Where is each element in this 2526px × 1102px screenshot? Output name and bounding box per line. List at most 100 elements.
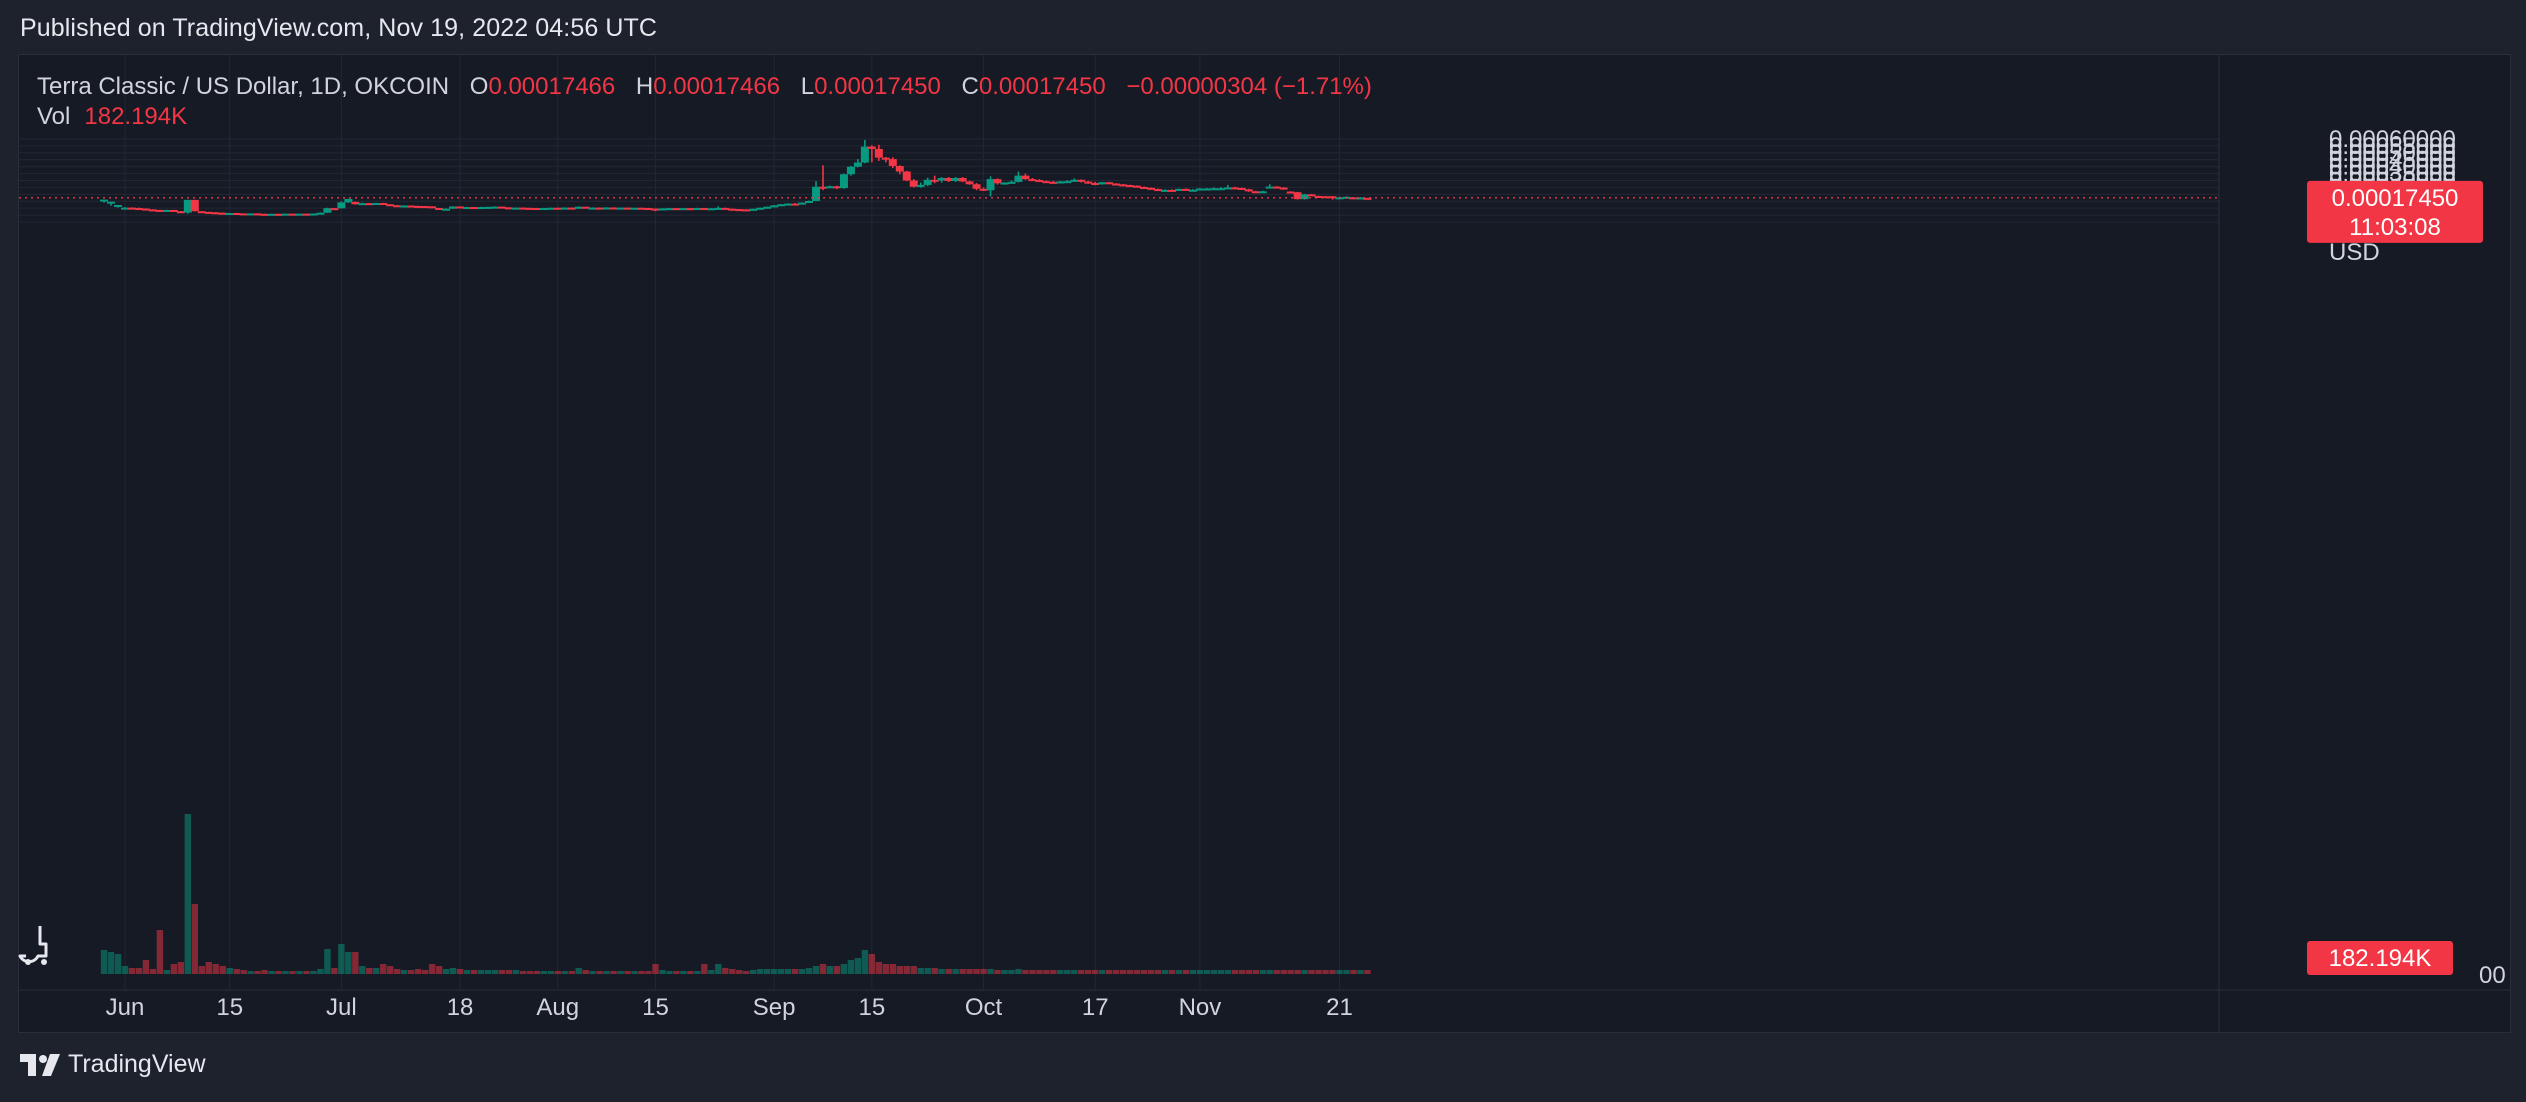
volume-bar [107,952,115,974]
volume-bar [282,971,289,974]
volume-bar [1140,970,1148,974]
volume-bar [1147,970,1155,974]
x-tick-label: Jul [326,994,357,1021]
candle-body [351,201,360,205]
candle-body [470,207,478,210]
candle-body [1014,175,1023,182]
volume-bar [407,970,415,974]
volume-bar [826,966,834,974]
published-caption: Published on TradingView.com, Nov 19, 20… [20,14,658,42]
candle-body [560,207,569,210]
candle-body [721,207,730,210]
volume-bar [1329,970,1336,974]
volume-bar [1259,970,1266,974]
chart-legend: Terra Classic / US Dollar, 1D, OKCOIN O0… [37,70,1372,104]
volume-bar [1126,970,1134,974]
volume-bar [1029,970,1036,974]
footer-brand[interactable]: TradingView [20,1050,206,1079]
volume-bar [903,966,910,974]
candle-body [316,212,325,215]
candle-body [1202,188,1211,191]
candle-body [121,207,129,210]
x-tick-label: Jun [106,994,145,1021]
close-label: C [961,73,979,100]
candle-body [127,207,136,210]
candle-body [309,213,318,216]
volume-bar [791,969,799,974]
volume-bar [1112,970,1120,974]
candle-body [825,186,834,189]
volume-bar [219,966,226,974]
volume-bar [205,962,212,974]
candle-body [965,181,974,185]
candle-body [428,206,437,209]
volume-bar [477,970,485,974]
volume-bar [638,971,645,974]
volume-bar [994,970,1001,974]
y-tick-label: 0.00055000 [2329,133,2456,160]
candle-body [644,208,653,211]
candle-body [532,208,541,211]
volume-label: Vol [37,103,71,130]
volume-bar [1182,970,1190,974]
candle-body [1230,187,1239,190]
volume-bar [163,970,171,974]
volume-bar [952,969,959,974]
volume-bar [959,969,966,974]
price-chart[interactable]: 0.000050000.000100000.000150000.00020000… [19,55,2510,1032]
candle-body [476,207,485,210]
volume-bar [233,969,240,974]
volume-bar [1161,970,1169,974]
candle-body [1321,196,1330,199]
candle-body [1272,186,1281,189]
candle-body [1293,192,1302,200]
volume-bar [917,968,924,974]
candle-body [1056,181,1065,184]
x-tick-label: Nov [1179,994,1222,1021]
candle-body [756,207,765,210]
candle-body [1147,187,1156,190]
volume-bar [1315,970,1322,974]
candle-body [1286,191,1295,194]
volume-bar [345,952,352,974]
candle-body [190,199,199,212]
volume-bar [505,970,513,974]
price-label-value: 0.00017450 [2332,185,2459,212]
volume-bar [359,966,366,974]
chart-area[interactable]: 0.000050000.000100000.000150000.00020000… [18,54,2511,1033]
candle-body [1007,181,1016,184]
volume-bar [261,970,268,974]
candle-body [951,178,960,182]
candle-body [1091,182,1100,185]
candle-body [400,205,409,208]
y-tick-label: 00 [2479,962,2506,989]
candle-body [1181,188,1190,191]
candle-body [1105,182,1114,185]
volume-bar [987,969,994,974]
volume-bar [484,970,492,974]
candle-body [183,199,192,213]
candle-body [749,208,758,211]
x-tick-label: 15 [859,994,886,1021]
candle-body [100,199,109,202]
candle-body [386,204,395,207]
candle-body [595,207,604,210]
candle-body [1084,181,1093,184]
pine-bot-icon[interactable] [18,920,58,976]
candle-body [1119,184,1128,187]
volume-bar [540,971,547,974]
candle-body [1216,188,1225,191]
candle-body [784,203,793,206]
volume-bar [1064,970,1071,974]
volume-bar [1008,970,1015,974]
candle-body [281,213,290,216]
volume-bar [687,971,694,974]
volume-value: 182.194K [84,103,188,130]
volume-bar [722,968,729,974]
volume-bar [729,969,736,974]
candle-body [805,200,814,203]
candle-body [1223,187,1232,190]
candle-body [435,208,444,211]
candle-body [365,203,374,206]
volume-bar [1231,970,1239,974]
